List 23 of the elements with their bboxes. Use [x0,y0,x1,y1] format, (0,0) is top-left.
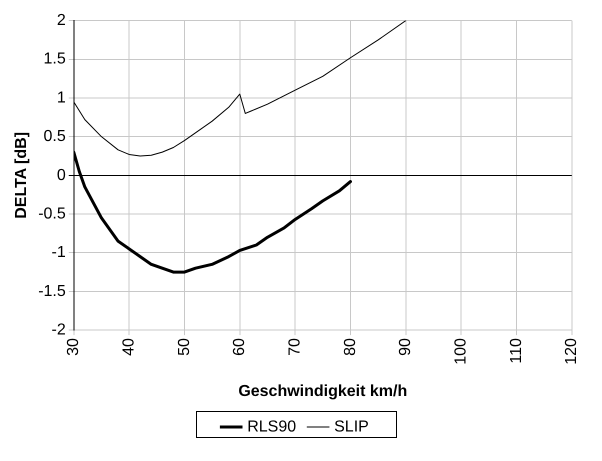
x-tick-label: 30 [65,338,82,356]
x-tick-label: 80 [342,338,359,356]
x-tick-label: 50 [176,338,193,356]
y-tick-label: 0 [56,166,66,184]
x-tick-label: 100 [452,338,470,365]
x-tick-label: 110 [508,338,525,364]
y-tick-label: -1.5 [38,282,66,300]
y-tick-label: 1 [56,89,66,106]
x-tick-label: 120 [563,338,580,365]
x-tick-label: 60 [231,338,248,356]
x-tick-label: 70 [286,338,304,356]
y-tick-label: 2 [56,12,66,30]
x-tick-label: 40 [120,338,138,356]
y-tick-label: -0.5 [38,205,66,222]
y-tick-label: -2 [52,322,66,339]
x-tick-label: 90 [397,338,414,356]
y-tick-label: -1 [52,244,66,262]
y-tick-label: 1.5 [44,50,66,68]
x-axis-title: Geschwindigkeit km/h [238,382,408,400]
y-axis-title: DELTA [dB] [13,132,30,219]
legend-label: RLS90 [247,418,296,436]
legend-label: SLIP [334,418,369,436]
y-tick-label: 0.5 [44,128,66,146]
